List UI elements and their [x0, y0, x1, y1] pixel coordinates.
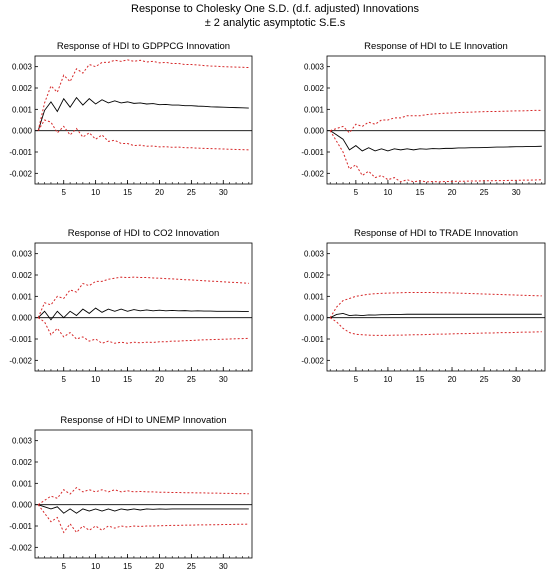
- y-tick-label: -0.001: [9, 522, 32, 531]
- y-tick-label: 0.001: [12, 479, 33, 488]
- plot-frame: [34, 55, 253, 185]
- chart-title-gdppcg: Response of HDI to GDPPCG Innovation: [57, 41, 230, 52]
- y-tick-label: 0.002: [12, 458, 33, 467]
- chart-title-unemp: Response of HDI to UNEMP Innovation: [60, 415, 226, 426]
- x-tick-label: 30: [219, 375, 228, 384]
- confidence-band-upper: [37, 486, 249, 506]
- y-tick-label: 0.001: [12, 292, 33, 301]
- y-tick-label: 0.003: [12, 437, 33, 446]
- confidence-band-upper: [37, 276, 249, 318]
- y-tick-label: -0.001: [9, 335, 32, 344]
- x-tick-label: 30: [512, 188, 521, 197]
- y-tick-label: 0.000: [12, 501, 33, 510]
- figure-title-line1: Response to Cholesky One S.D. (d.f. adju…: [131, 3, 419, 15]
- chart-title-trade: Response of HDI to TRADE Innovation: [354, 228, 518, 239]
- response-line: [38, 504, 249, 514]
- chart-panel-co2: Response of HDI to CO2 Innovation -0.002 -…: [9, 228, 253, 384]
- x-tick-label: 5: [354, 188, 359, 197]
- x-tick-label: 10: [91, 188, 100, 197]
- figure-title: Response to Cholesky One S.D. (d.f. adju…: [0, 2, 550, 30]
- y-tick-label: 0.000: [304, 314, 325, 323]
- y-tick-label: 0.000: [12, 314, 33, 323]
- figure-title-line2: ± 2 analytic asymptotic S.E.s: [204, 17, 346, 29]
- confidence-band-upper: [330, 109, 542, 134]
- confidence-band-upper: [37, 59, 249, 131]
- y-tick-label: 0.001: [12, 105, 33, 114]
- y-tick-label: 0.003: [304, 250, 325, 259]
- x-tick-label: 15: [123, 562, 132, 571]
- response-line: [329, 130, 542, 152]
- y-tick-label: -0.001: [301, 148, 324, 157]
- y-tick-label: 0.002: [304, 271, 325, 280]
- x-tick-label: 15: [416, 188, 425, 197]
- y-tick-label: 0.002: [12, 84, 33, 93]
- x-tick-label: 20: [155, 562, 164, 571]
- confidence-band-lower: [37, 119, 249, 151]
- x-tick-label: 30: [219, 562, 228, 571]
- x-tick-label: 25: [187, 562, 196, 571]
- y-tick-label: 0.003: [12, 63, 33, 72]
- y-tick-label: -0.002: [301, 356, 324, 365]
- y-tick-label: 0.001: [304, 292, 325, 301]
- x-tick-label: 20: [448, 188, 457, 197]
- x-tick-label: 10: [383, 188, 392, 197]
- x-tick-label: 5: [354, 375, 359, 384]
- response-line: [37, 96, 249, 131]
- x-tick-label: 10: [91, 375, 100, 384]
- y-tick-label: 0.003: [304, 63, 325, 72]
- y-tick-label: -0.001: [9, 148, 32, 157]
- confidence-band-lower: [37, 504, 249, 534]
- y-tick-label: 0.003: [12, 250, 33, 259]
- plot-frame: [326, 55, 546, 185]
- x-tick-label: 10: [383, 375, 392, 384]
- chart-panel-trade: Response of HDI to TRADE Innovation -0.00…: [301, 228, 546, 384]
- chart-title-le: Response of HDI to LE Innovation: [364, 41, 508, 52]
- x-tick-label: 25: [480, 375, 489, 384]
- confidence-band-upper: [329, 291, 542, 318]
- response-line: [37, 307, 249, 321]
- y-tick-label: -0.002: [301, 169, 324, 178]
- x-tick-label: 30: [512, 375, 521, 384]
- y-tick-label: 0.002: [304, 84, 325, 93]
- confidence-band-lower: [329, 130, 542, 183]
- x-tick-label: 20: [155, 375, 164, 384]
- y-tick-label: 0.001: [304, 105, 325, 114]
- x-tick-label: 30: [219, 188, 228, 197]
- response-line: [330, 312, 542, 319]
- y-tick-label: -0.001: [301, 335, 324, 344]
- y-tick-label: 0.000: [12, 127, 33, 136]
- y-tick-label: -0.002: [9, 169, 32, 178]
- chart-panel-le: Response of HDI to LE Innovation -0.002 -0…: [301, 41, 546, 197]
- confidence-band-lower: [37, 317, 249, 344]
- x-tick-label: 20: [155, 188, 164, 197]
- x-tick-label: 15: [123, 188, 132, 197]
- chart-panel-gdppcg: Response of HDI to GDPPCG Innovation -0.0…: [9, 41, 253, 197]
- x-tick-label: 15: [123, 375, 132, 384]
- plot-frame: [34, 429, 253, 559]
- y-tick-label: -0.002: [9, 543, 32, 552]
- y-tick-label: -0.002: [9, 356, 32, 365]
- x-tick-label: 5: [61, 375, 66, 384]
- x-tick-label: 25: [187, 375, 196, 384]
- x-tick-label: 25: [480, 188, 489, 197]
- y-tick-label: 0.002: [12, 271, 33, 280]
- plot-frame: [34, 242, 253, 372]
- chart-panel-unemp: Response of HDI to UNEMP Innovation -0.00…: [9, 415, 253, 571]
- x-tick-label: 15: [416, 375, 425, 384]
- x-tick-label: 5: [61, 188, 66, 197]
- x-tick-label: 25: [187, 188, 196, 197]
- x-tick-label: 5: [61, 562, 66, 571]
- x-tick-label: 10: [91, 562, 100, 571]
- chart-title-co2: Response of HDI to CO2 Innovation: [68, 228, 220, 239]
- x-tick-label: 20: [448, 375, 457, 384]
- plot-frame: [326, 242, 546, 372]
- confidence-band-lower: [329, 317, 542, 336]
- y-tick-label: 0.000: [304, 127, 325, 136]
